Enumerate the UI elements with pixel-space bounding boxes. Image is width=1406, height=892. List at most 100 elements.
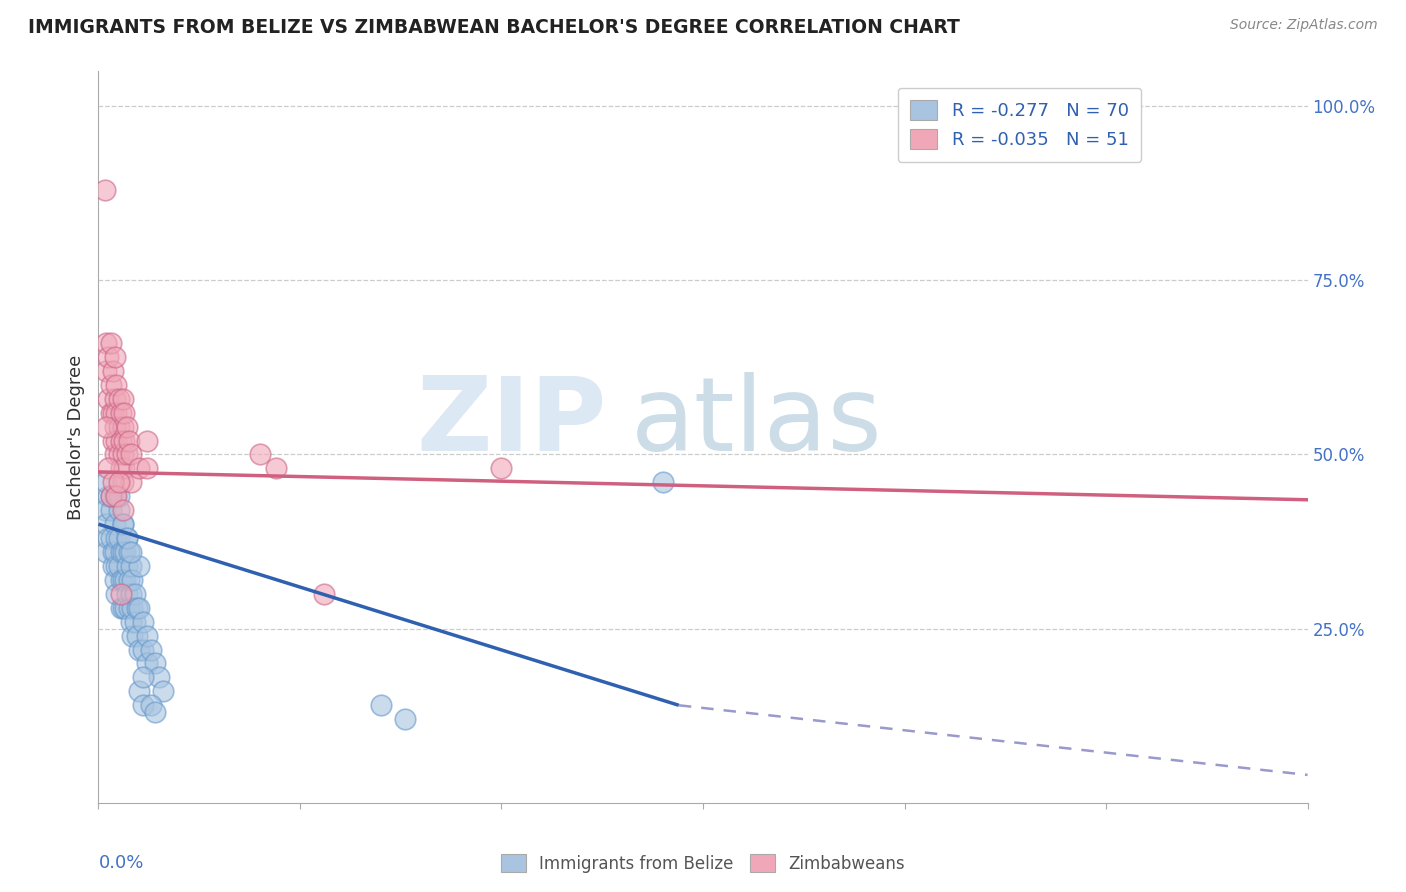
Point	[114, 545, 136, 559]
Point	[111, 600, 134, 615]
Point	[121, 573, 143, 587]
Point	[121, 600, 143, 615]
Point	[107, 503, 129, 517]
Point	[111, 419, 134, 434]
Point	[105, 377, 128, 392]
Point	[96, 475, 118, 490]
Point	[107, 489, 129, 503]
Point	[94, 503, 117, 517]
Point	[107, 392, 129, 406]
Point	[115, 587, 138, 601]
Point	[118, 434, 141, 448]
Text: 0.0%: 0.0%	[98, 854, 143, 872]
Point	[128, 558, 150, 573]
Point	[105, 531, 128, 545]
Point	[100, 336, 122, 351]
Point	[110, 461, 132, 475]
Point	[135, 434, 157, 448]
Point	[394, 712, 416, 726]
Point	[120, 448, 142, 462]
Point	[314, 587, 336, 601]
Point	[139, 642, 162, 657]
Point	[128, 642, 150, 657]
Point	[118, 600, 141, 615]
Point	[152, 684, 174, 698]
Point	[120, 587, 142, 601]
Point	[114, 600, 136, 615]
Legend: Immigrants from Belize, Zimbabweans: Immigrants from Belize, Zimbabweans	[494, 847, 912, 880]
Point	[100, 406, 122, 420]
Point	[100, 531, 122, 545]
Point	[111, 545, 134, 559]
Point	[111, 392, 134, 406]
Point	[121, 629, 143, 643]
Point	[120, 545, 142, 559]
Point	[110, 406, 132, 420]
Point	[101, 364, 124, 378]
Point	[127, 600, 149, 615]
Point	[120, 615, 142, 629]
Point	[101, 475, 124, 490]
Point	[96, 517, 118, 532]
Point	[128, 684, 150, 698]
Point	[111, 448, 134, 462]
Point	[96, 545, 118, 559]
Point	[124, 587, 146, 601]
Point	[135, 629, 157, 643]
Point	[651, 475, 673, 490]
Point	[124, 615, 146, 629]
Point	[103, 419, 125, 434]
Point	[107, 558, 129, 573]
Point	[118, 545, 141, 559]
Point	[143, 705, 166, 719]
Point	[111, 517, 134, 532]
Text: ZIP: ZIP	[416, 372, 606, 473]
Text: IMMIGRANTS FROM BELIZE VS ZIMBABWEAN BACHELOR'S DEGREE CORRELATION CHART: IMMIGRANTS FROM BELIZE VS ZIMBABWEAN BAC…	[28, 18, 960, 37]
Point	[105, 434, 128, 448]
Point	[132, 642, 155, 657]
Point	[370, 698, 392, 713]
Text: Source: ZipAtlas.com: Source: ZipAtlas.com	[1230, 18, 1378, 32]
Point	[120, 475, 142, 490]
Point	[101, 434, 124, 448]
Point	[115, 531, 138, 545]
Point	[96, 419, 118, 434]
Point	[264, 461, 287, 475]
Point	[249, 448, 271, 462]
Point	[118, 573, 141, 587]
Point	[97, 392, 120, 406]
Point	[143, 657, 166, 671]
Point	[107, 419, 129, 434]
Point	[128, 600, 150, 615]
Point	[103, 545, 125, 559]
Point	[115, 558, 138, 573]
Point	[101, 545, 124, 559]
Point	[96, 364, 118, 378]
Point	[112, 461, 135, 475]
Y-axis label: Bachelor's Degree: Bachelor's Degree	[66, 354, 84, 520]
Point	[139, 698, 162, 713]
Point	[128, 461, 150, 475]
Point	[127, 629, 149, 643]
Point	[112, 406, 135, 420]
Point	[114, 573, 136, 587]
Point	[132, 670, 155, 684]
Point	[111, 517, 134, 532]
Point	[105, 558, 128, 573]
Point	[112, 434, 135, 448]
Point	[110, 573, 132, 587]
Point	[111, 573, 134, 587]
Point	[107, 531, 129, 545]
Point	[135, 657, 157, 671]
Point	[100, 503, 122, 517]
Point	[110, 434, 132, 448]
Point	[103, 573, 125, 587]
Point	[148, 670, 170, 684]
Point	[111, 475, 134, 490]
Point	[103, 350, 125, 364]
Point	[105, 489, 128, 503]
Point	[101, 406, 124, 420]
Point	[132, 615, 155, 629]
Point	[491, 461, 513, 475]
Point	[115, 419, 138, 434]
